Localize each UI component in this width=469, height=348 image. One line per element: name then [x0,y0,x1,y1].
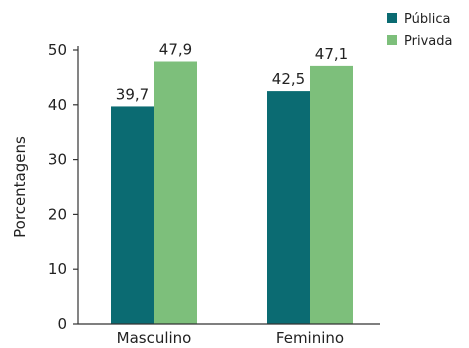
data-labels: 39,7 42,5 47,9 47,1 [116,41,348,104]
data-label: 42,5 [272,70,305,88]
y-tick-label: 50 [48,41,67,59]
y-tick-label: 30 [48,151,67,169]
y-tick-label: 0 [57,315,67,333]
data-label: 39,7 [116,85,149,103]
legend-swatch [387,13,397,23]
data-label: 47,1 [315,45,348,63]
bar-privada-masculino [154,61,197,325]
y-tick-label: 10 [48,260,67,278]
legend-label: Privada [404,34,452,49]
bar-pblica-feminino [267,91,310,324]
y-tick-label: 20 [48,205,67,223]
legend-label: Pública [404,12,450,27]
y-tick-label: 40 [48,96,67,114]
data-label: 47,9 [159,41,192,59]
category-labels: Masculino Feminino [117,329,344,347]
y-axis-title: Porcentagens [11,136,29,238]
bar-privada-feminino [310,65,353,324]
legend: Pública Privada [387,12,452,49]
x-category-label: Feminino [276,329,344,347]
bar-pblica-masculino [111,106,154,324]
y-axis-ticks: 0 10 20 30 40 50 [48,41,78,333]
legend-swatch [387,35,397,45]
bars [111,61,353,325]
x-category-label: Masculino [117,329,192,347]
